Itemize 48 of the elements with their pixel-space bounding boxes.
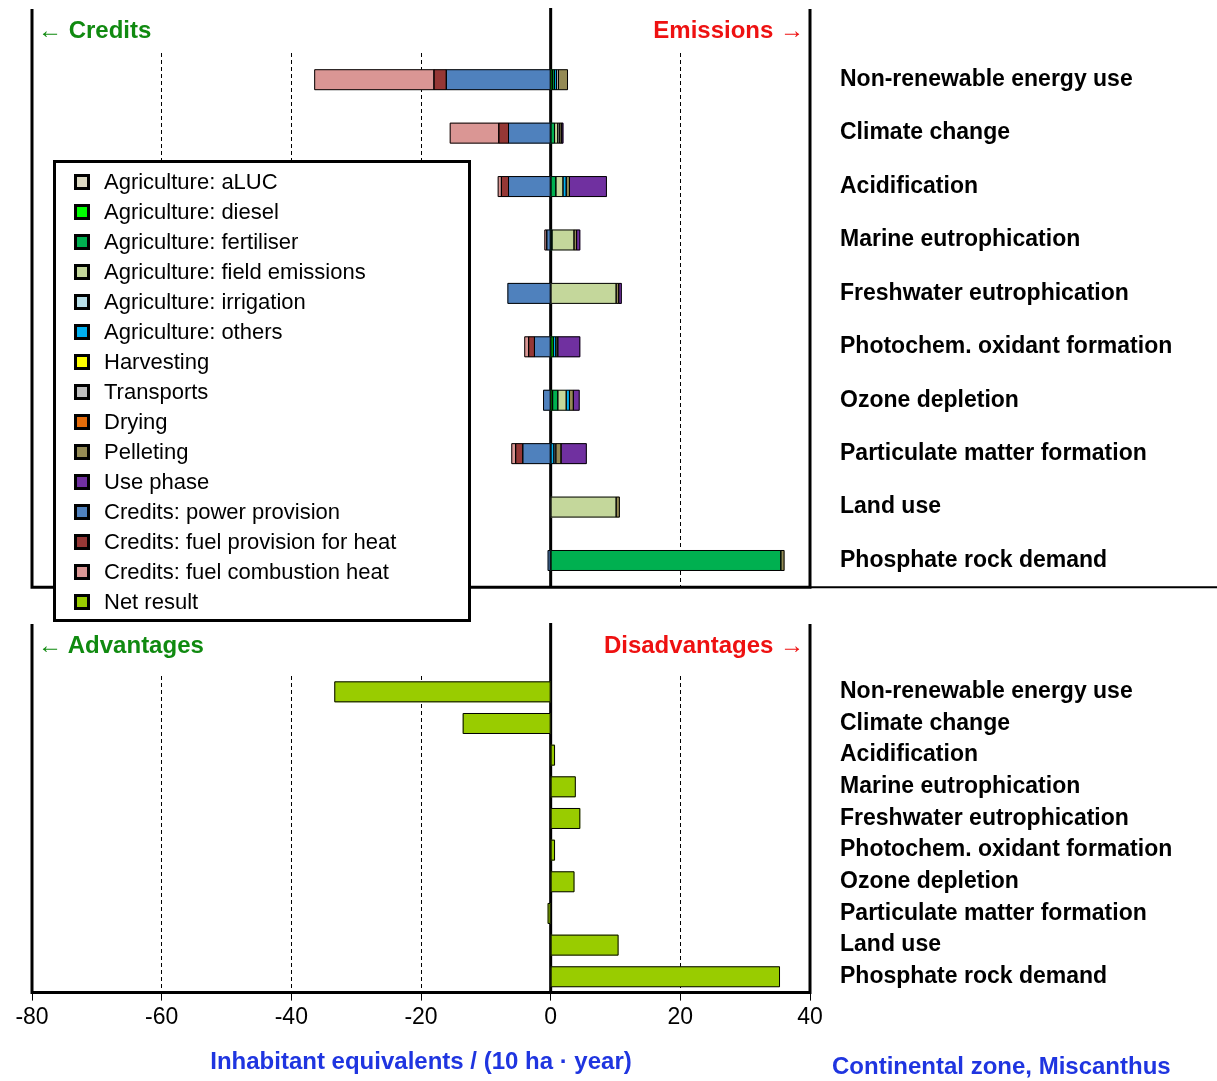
x-tick-label: -60	[145, 1002, 179, 1029]
text: ← Advantages	[38, 630, 204, 658]
y-tick-label: Acidification	[840, 740, 979, 767]
y-tick-label: Non-renewable energy use	[840, 65, 1133, 92]
y-tick-label: Particulate matter formation	[840, 898, 1147, 925]
legend-label: Agriculture: field emissions	[104, 259, 366, 285]
legend-label: Agriculture: aLUC	[104, 169, 278, 195]
x-tick-label: -80	[15, 1002, 49, 1029]
y-tick-label: Ozone depletion	[840, 385, 1019, 412]
legend-label: Use phase	[104, 469, 210, 495]
y-tick-label: Non-renewable energy use	[840, 677, 1133, 704]
y-tick-label: Photochem. oxidant formation	[840, 835, 1173, 862]
x-tick-label: 20	[667, 1002, 694, 1029]
text: Emissions →	[653, 15, 804, 43]
legend-label: Credits: fuel provision for heat	[104, 529, 397, 555]
y-tick-label: Freshwater eutrophication	[840, 278, 1129, 305]
y-tick-label: Ozone depletion	[840, 867, 1019, 894]
legend-label: Agriculture: fertiliser	[104, 229, 299, 255]
x-tick-label: 40	[797, 1002, 823, 1029]
x-axis-title: Inhabitant equivalents / (10 ha · year)	[210, 1047, 632, 1075]
y-tick-label: Phosphate rock demand	[840, 962, 1108, 989]
legend-label: Transports	[104, 379, 209, 405]
legend-label: Agriculture: diesel	[104, 199, 279, 225]
legend-label: Agriculture: others	[104, 319, 283, 345]
legend-label: Agriculture: irrigation	[104, 289, 306, 315]
y-tick-label: Marine eutrophication	[840, 772, 1081, 799]
legend-label: Pelleting	[104, 439, 189, 465]
y-tick-label: Acidification	[840, 171, 979, 198]
legend-label: Drying	[104, 409, 168, 435]
y-tick-label: Land use	[840, 930, 941, 957]
legend-label: Net result	[104, 589, 199, 615]
legend-label: Credits: power provision	[104, 499, 340, 525]
y-tick-label: Particulate matter formation	[840, 438, 1147, 465]
y-tick-label: Photochem. oxidant formation	[840, 332, 1173, 359]
x-tick-label: -40	[274, 1002, 308, 1029]
text: Disadvantages →	[603, 630, 804, 658]
x-tick-label: 0	[544, 1002, 558, 1029]
text: ← Credits	[38, 15, 152, 43]
y-tick-label: Phosphate rock demand	[840, 545, 1108, 572]
y-tick-label: Freshwater eutrophication	[840, 803, 1129, 830]
y-tick-label: Marine eutrophication	[840, 225, 1081, 252]
legend-label: Harvesting	[104, 349, 210, 375]
y-tick-label: Climate change	[840, 118, 1010, 145]
legend-label: Credits: fuel combustion heat	[104, 559, 389, 585]
y-tick-label: Climate change	[840, 708, 1010, 735]
x-tick-label: -20	[404, 1002, 438, 1029]
text: Continental zone, Miscanthus	[832, 1051, 1171, 1079]
y-tick-label: Land use	[840, 492, 941, 519]
